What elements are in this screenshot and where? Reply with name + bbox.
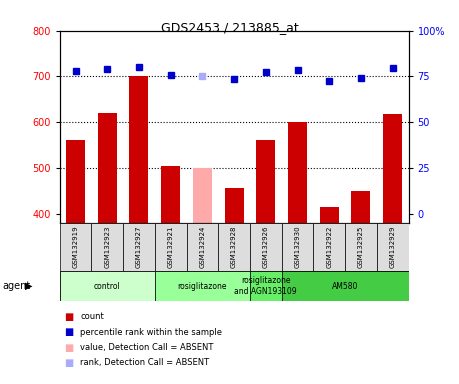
Text: GSM132919: GSM132919	[73, 225, 78, 268]
Bar	[250, 223, 282, 271]
Text: GSM132925: GSM132925	[358, 225, 364, 268]
Text: GSM132922: GSM132922	[326, 225, 332, 268]
Text: percentile rank within the sample: percentile rank within the sample	[80, 328, 222, 337]
Bar	[186, 223, 218, 271]
Bar	[123, 223, 155, 271]
Bar	[60, 271, 155, 301]
Bar	[250, 271, 282, 301]
Bar	[161, 166, 180, 223]
Bar	[60, 223, 91, 271]
Text: GSM132929: GSM132929	[390, 225, 396, 268]
Bar	[345, 223, 377, 271]
Bar	[224, 189, 244, 223]
Text: AM580: AM580	[332, 281, 358, 291]
Text: value, Detection Call = ABSENT: value, Detection Call = ABSENT	[80, 343, 214, 352]
Bar	[91, 223, 123, 271]
Bar	[313, 223, 345, 271]
Bar	[288, 122, 307, 223]
Text: rank, Detection Call = ABSENT: rank, Detection Call = ABSENT	[80, 358, 209, 367]
Bar	[66, 141, 85, 223]
Bar	[377, 223, 409, 271]
Bar	[320, 207, 339, 223]
Text: ■: ■	[64, 343, 73, 353]
Bar	[129, 76, 148, 223]
Text: GSM132923: GSM132923	[104, 225, 110, 268]
Text: ▶: ▶	[25, 281, 33, 291]
Text: rosiglitazone: rosiglitazone	[178, 281, 227, 291]
Text: GSM132927: GSM132927	[136, 225, 142, 268]
Text: agent: agent	[2, 281, 31, 291]
Bar	[256, 141, 275, 223]
Bar	[155, 271, 250, 301]
Text: control: control	[94, 281, 121, 291]
Text: GSM132924: GSM132924	[199, 225, 205, 268]
Text: rosiglitazone
and AGN193109: rosiglitazone and AGN193109	[235, 276, 297, 296]
Text: ■: ■	[64, 312, 73, 322]
Text: ■: ■	[64, 358, 73, 368]
Text: ■: ■	[64, 327, 73, 337]
Bar	[282, 271, 409, 301]
Bar	[352, 191, 370, 223]
Text: GSM132926: GSM132926	[263, 225, 269, 268]
Text: GSM132928: GSM132928	[231, 225, 237, 268]
Text: count: count	[80, 312, 104, 321]
Bar	[383, 114, 402, 223]
Text: GSM132921: GSM132921	[168, 225, 174, 268]
Bar	[98, 113, 117, 223]
Text: GSM132930: GSM132930	[295, 225, 301, 268]
Text: GDS2453 / 213885_at: GDS2453 / 213885_at	[161, 21, 298, 34]
Bar	[155, 223, 186, 271]
Bar	[193, 168, 212, 223]
Bar	[282, 223, 313, 271]
Bar	[218, 223, 250, 271]
